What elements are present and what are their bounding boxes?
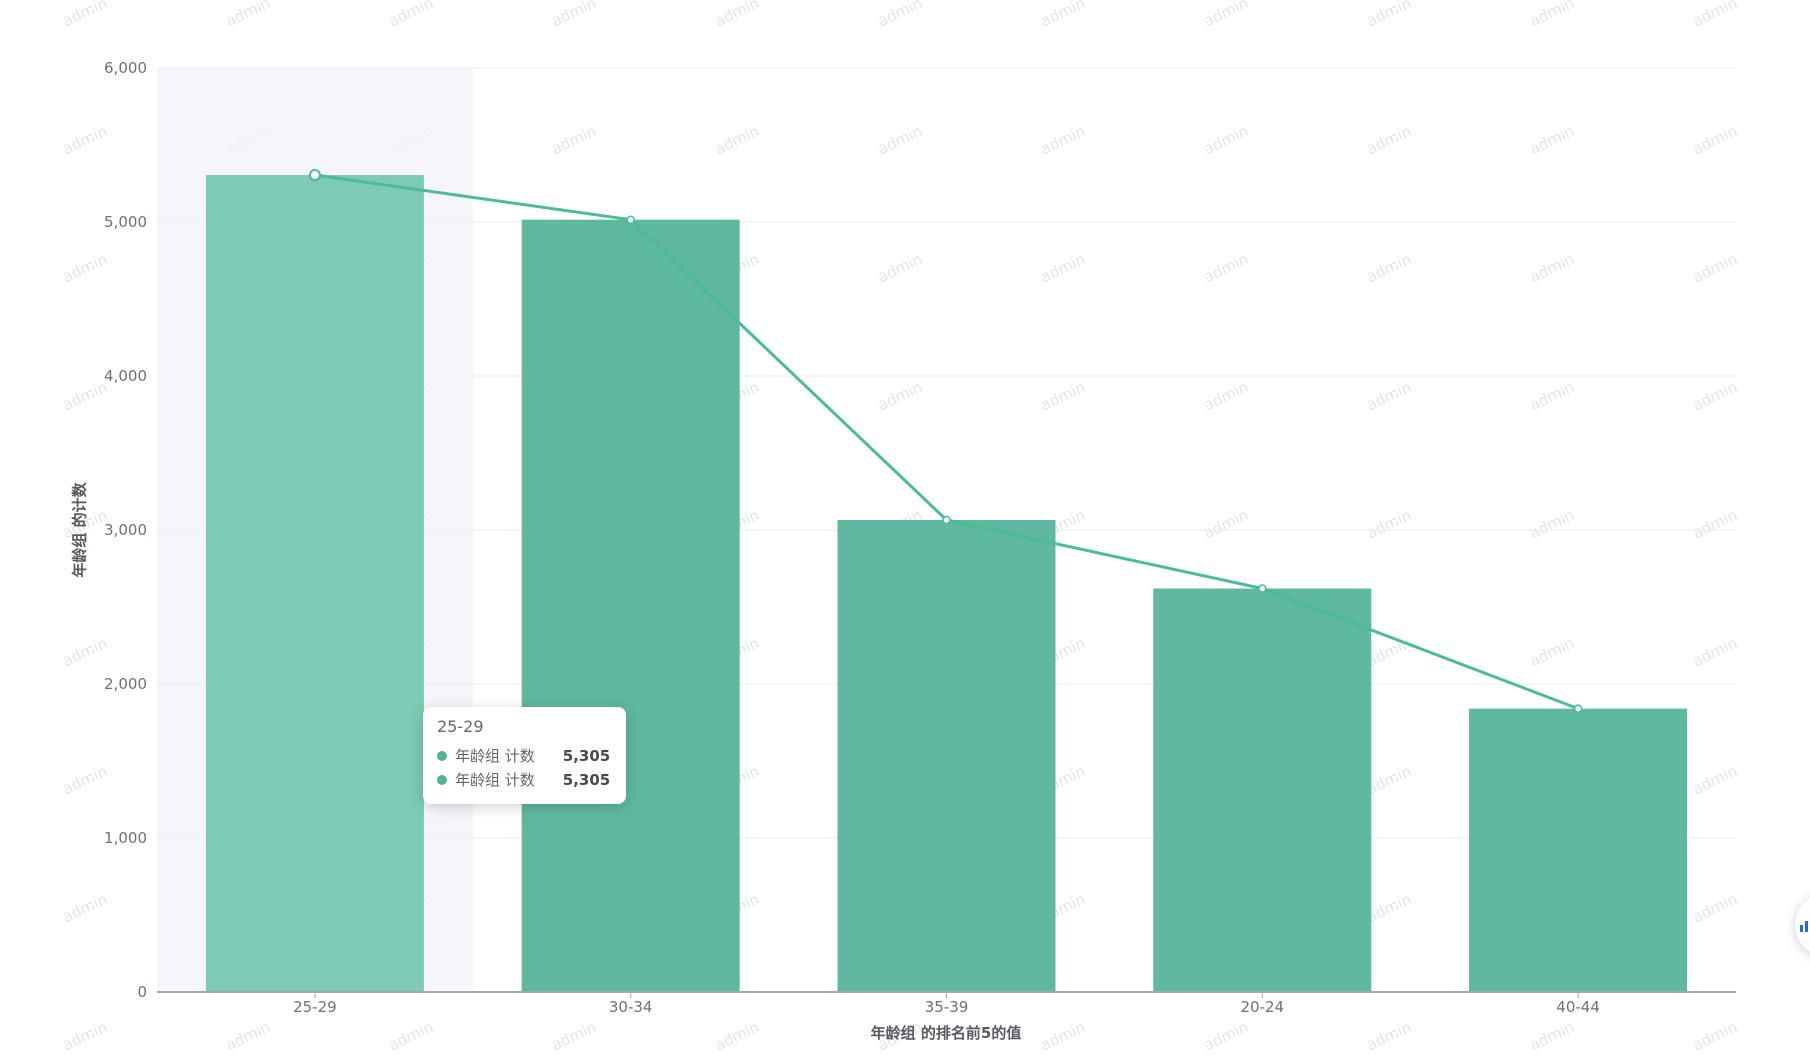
tooltip-series-label: 年龄组 计数 bbox=[455, 771, 535, 789]
tooltip-series-label: 年龄组 计数 bbox=[455, 747, 535, 765]
line-marker-35-39[interactable] bbox=[942, 515, 951, 525]
series-dot-icon bbox=[437, 751, 447, 761]
tooltip-row: 年龄组 计数 5,305 bbox=[437, 768, 610, 792]
tooltip-series-value: 5,305 bbox=[562, 771, 611, 789]
bar-35-39[interactable] bbox=[837, 519, 1056, 992]
tooltip-title: 25-29 bbox=[437, 717, 484, 736]
bar-30-34[interactable] bbox=[521, 219, 740, 992]
line-marker-30-34[interactable] bbox=[626, 215, 635, 224]
bar-25-29[interactable] bbox=[205, 175, 424, 992]
tooltip-row: 年龄组 计数 5,305 bbox=[437, 744, 610, 768]
line-marker-20-24[interactable] bbox=[1258, 584, 1267, 593]
bar-20-24[interactable] bbox=[1153, 588, 1372, 992]
bar-40-44[interactable] bbox=[1469, 708, 1688, 992]
series-dot-icon bbox=[437, 775, 447, 785]
floating-chart-button[interactable] bbox=[1795, 894, 1810, 956]
chart-icon bbox=[1800, 921, 1808, 932]
tooltip-rows: 年龄组 计数 5,305 年龄组 计数 5,305 bbox=[437, 744, 610, 792]
tooltip: 25-29 年龄组 计数 5,305 年龄组 计数 5,305 bbox=[423, 707, 627, 804]
line-marker-25-29[interactable] bbox=[308, 169, 321, 182]
tooltip-series-value: 5,305 bbox=[562, 747, 611, 765]
line-marker-40-44[interactable] bbox=[1573, 704, 1583, 713]
